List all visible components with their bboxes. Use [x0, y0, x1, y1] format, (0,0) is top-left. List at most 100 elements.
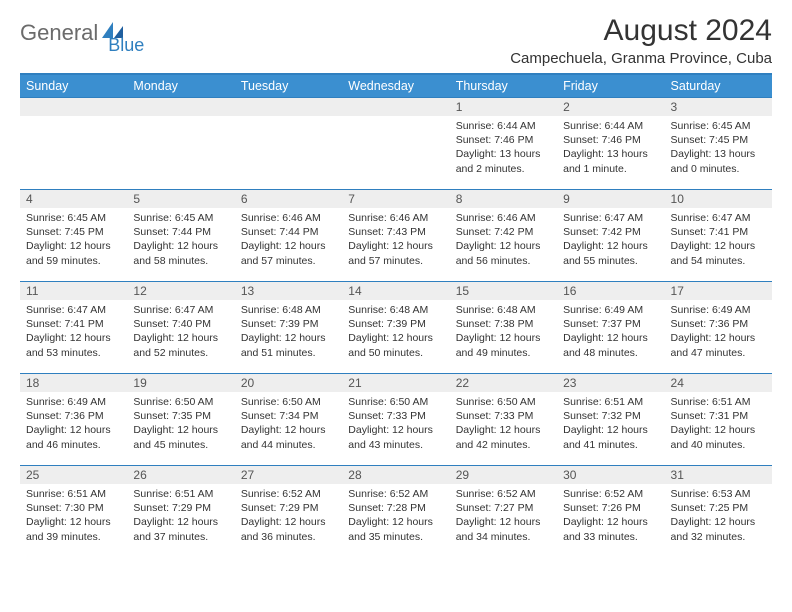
sunrise-line: Sunrise: 6:45 AM	[671, 119, 766, 133]
calendar-day: 24Sunrise: 6:51 AMSunset: 7:31 PMDayligh…	[665, 373, 772, 465]
daylight-line: Daylight: 12 hours and 46 minutes.	[26, 423, 121, 451]
sunrise-line: Sunrise: 6:45 AM	[26, 211, 121, 225]
calendar-day: 18Sunrise: 6:49 AMSunset: 7:36 PMDayligh…	[20, 373, 127, 465]
daylight-line: Daylight: 12 hours and 52 minutes.	[133, 331, 228, 359]
calendar-day: 27Sunrise: 6:52 AMSunset: 7:29 PMDayligh…	[235, 465, 342, 557]
day-number: 20	[235, 373, 342, 392]
daylight-line: Daylight: 12 hours and 47 minutes.	[671, 331, 766, 359]
day-number: 9	[557, 189, 664, 208]
day-number: 24	[665, 373, 772, 392]
day-number: 6	[235, 189, 342, 208]
day-content: Sunrise: 6:47 AMSunset: 7:42 PMDaylight:…	[557, 208, 664, 271]
daylight-line: Daylight: 12 hours and 41 minutes.	[563, 423, 658, 451]
sunrise-line: Sunrise: 6:50 AM	[348, 395, 443, 409]
day-content: Sunrise: 6:45 AMSunset: 7:45 PMDaylight:…	[20, 208, 127, 271]
day-content: Sunrise: 6:49 AMSunset: 7:36 PMDaylight:…	[20, 392, 127, 455]
calendar-day: 23Sunrise: 6:51 AMSunset: 7:32 PMDayligh…	[557, 373, 664, 465]
day-number: 28	[342, 465, 449, 484]
daylight-line: Daylight: 12 hours and 59 minutes.	[26, 239, 121, 267]
sunrise-line: Sunrise: 6:49 AM	[671, 303, 766, 317]
sunset-line: Sunset: 7:37 PM	[563, 317, 658, 331]
title-block: August 2024 Campechuela, Granma Province…	[510, 14, 772, 67]
calendar-day: 28Sunrise: 6:52 AMSunset: 7:28 PMDayligh…	[342, 465, 449, 557]
calendar-row: 4Sunrise: 6:45 AMSunset: 7:45 PMDaylight…	[20, 189, 772, 281]
day-content: Sunrise: 6:48 AMSunset: 7:39 PMDaylight:…	[342, 300, 449, 363]
day-content: Sunrise: 6:44 AMSunset: 7:46 PMDaylight:…	[450, 116, 557, 179]
daylight-line: Daylight: 12 hours and 34 minutes.	[456, 515, 551, 543]
calendar-day: 2Sunrise: 6:44 AMSunset: 7:46 PMDaylight…	[557, 97, 664, 189]
day-content: Sunrise: 6:46 AMSunset: 7:42 PMDaylight:…	[450, 208, 557, 271]
calendar-body: 1Sunrise: 6:44 AMSunset: 7:46 PMDaylight…	[20, 97, 772, 557]
day-content: Sunrise: 6:49 AMSunset: 7:37 PMDaylight:…	[557, 300, 664, 363]
day-number: 10	[665, 189, 772, 208]
daylight-line: Daylight: 12 hours and 57 minutes.	[241, 239, 336, 267]
calendar-table: SundayMondayTuesdayWednesdayThursdayFrid…	[20, 73, 772, 557]
daylight-line: Daylight: 12 hours and 39 minutes.	[26, 515, 121, 543]
day-number	[342, 97, 449, 116]
sunset-line: Sunset: 7:36 PM	[26, 409, 121, 423]
day-content: Sunrise: 6:51 AMSunset: 7:29 PMDaylight:…	[127, 484, 234, 547]
sunset-line: Sunset: 7:29 PM	[133, 501, 228, 515]
sunset-line: Sunset: 7:45 PM	[671, 133, 766, 147]
daylight-line: Daylight: 12 hours and 55 minutes.	[563, 239, 658, 267]
calendar-day: 4Sunrise: 6:45 AMSunset: 7:45 PMDaylight…	[20, 189, 127, 281]
sunset-line: Sunset: 7:46 PM	[456, 133, 551, 147]
day-number: 2	[557, 97, 664, 116]
daylight-line: Daylight: 13 hours and 0 minutes.	[671, 147, 766, 175]
logo-text-blue: Blue	[108, 35, 144, 56]
day-number: 26	[127, 465, 234, 484]
sunset-line: Sunset: 7:32 PM	[563, 409, 658, 423]
day-content: Sunrise: 6:45 AMSunset: 7:45 PMDaylight:…	[665, 116, 772, 179]
day-number: 31	[665, 465, 772, 484]
day-content: Sunrise: 6:46 AMSunset: 7:43 PMDaylight:…	[342, 208, 449, 271]
calendar-day: 8Sunrise: 6:46 AMSunset: 7:42 PMDaylight…	[450, 189, 557, 281]
daylight-line: Daylight: 13 hours and 1 minute.	[563, 147, 658, 175]
sunrise-line: Sunrise: 6:45 AM	[133, 211, 228, 225]
sunrise-line: Sunrise: 6:51 AM	[26, 487, 121, 501]
sunrise-line: Sunrise: 6:52 AM	[348, 487, 443, 501]
day-number: 14	[342, 281, 449, 300]
day-content: Sunrise: 6:50 AMSunset: 7:34 PMDaylight:…	[235, 392, 342, 455]
daylight-line: Daylight: 12 hours and 50 minutes.	[348, 331, 443, 359]
day-number: 3	[665, 97, 772, 116]
sunrise-line: Sunrise: 6:52 AM	[241, 487, 336, 501]
calendar-thead: SundayMondayTuesdayWednesdayThursdayFrid…	[20, 74, 772, 97]
sunrise-line: Sunrise: 6:52 AM	[563, 487, 658, 501]
logo: General Blue	[20, 20, 162, 46]
daylight-line: Daylight: 12 hours and 43 minutes.	[348, 423, 443, 451]
calendar-day-empty	[127, 97, 234, 189]
day-number	[127, 97, 234, 116]
sunrise-line: Sunrise: 6:47 AM	[563, 211, 658, 225]
daylight-line: Daylight: 12 hours and 35 minutes.	[348, 515, 443, 543]
sunset-line: Sunset: 7:38 PM	[456, 317, 551, 331]
sunset-line: Sunset: 7:41 PM	[671, 225, 766, 239]
day-content: Sunrise: 6:51 AMSunset: 7:32 PMDaylight:…	[557, 392, 664, 455]
day-content: Sunrise: 6:46 AMSunset: 7:44 PMDaylight:…	[235, 208, 342, 271]
day-number: 22	[450, 373, 557, 392]
sunset-line: Sunset: 7:33 PM	[348, 409, 443, 423]
sunrise-line: Sunrise: 6:47 AM	[133, 303, 228, 317]
sunrise-line: Sunrise: 6:49 AM	[26, 395, 121, 409]
page-header: General Blue August 2024 Campechuela, Gr…	[20, 14, 772, 67]
calendar-day: 31Sunrise: 6:53 AMSunset: 7:25 PMDayligh…	[665, 465, 772, 557]
daylight-line: Daylight: 12 hours and 53 minutes.	[26, 331, 121, 359]
day-content: Sunrise: 6:45 AMSunset: 7:44 PMDaylight:…	[127, 208, 234, 271]
day-number: 29	[450, 465, 557, 484]
day-content: Sunrise: 6:50 AMSunset: 7:33 PMDaylight:…	[342, 392, 449, 455]
day-number: 19	[127, 373, 234, 392]
sunrise-line: Sunrise: 6:48 AM	[348, 303, 443, 317]
daylight-line: Daylight: 12 hours and 44 minutes.	[241, 423, 336, 451]
sunset-line: Sunset: 7:36 PM	[671, 317, 766, 331]
day-content: Sunrise: 6:52 AMSunset: 7:27 PMDaylight:…	[450, 484, 557, 547]
calendar-day: 29Sunrise: 6:52 AMSunset: 7:27 PMDayligh…	[450, 465, 557, 557]
day-content: Sunrise: 6:52 AMSunset: 7:28 PMDaylight:…	[342, 484, 449, 547]
calendar-day: 30Sunrise: 6:52 AMSunset: 7:26 PMDayligh…	[557, 465, 664, 557]
sunset-line: Sunset: 7:39 PM	[241, 317, 336, 331]
sunrise-line: Sunrise: 6:50 AM	[133, 395, 228, 409]
calendar-day: 9Sunrise: 6:47 AMSunset: 7:42 PMDaylight…	[557, 189, 664, 281]
calendar-day: 21Sunrise: 6:50 AMSunset: 7:33 PMDayligh…	[342, 373, 449, 465]
day-number	[235, 97, 342, 116]
sunrise-line: Sunrise: 6:46 AM	[241, 211, 336, 225]
daylight-line: Daylight: 12 hours and 51 minutes.	[241, 331, 336, 359]
calendar-day: 22Sunrise: 6:50 AMSunset: 7:33 PMDayligh…	[450, 373, 557, 465]
